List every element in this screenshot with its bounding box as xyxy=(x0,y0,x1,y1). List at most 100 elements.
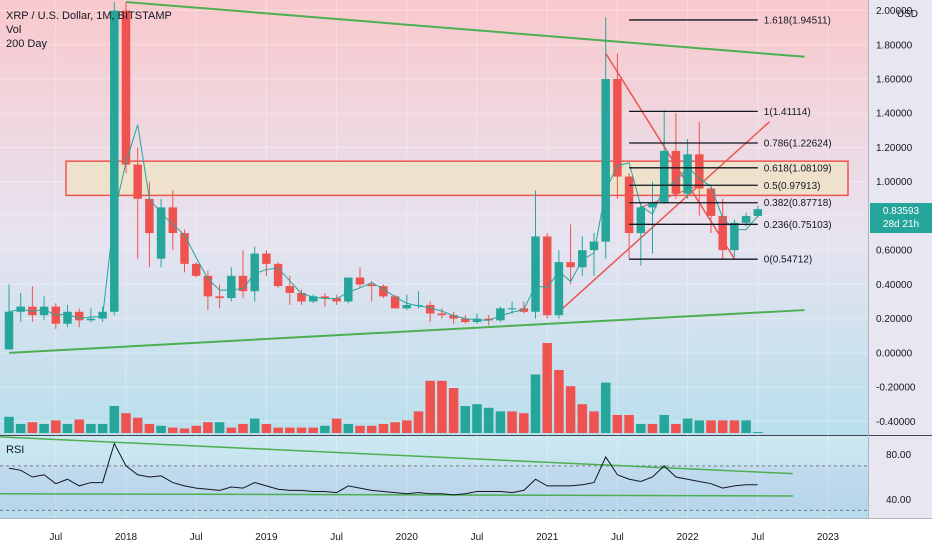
candle-body xyxy=(683,154,692,194)
volume-bar xyxy=(86,424,96,433)
volume-bar xyxy=(121,413,131,433)
volume-bar xyxy=(249,418,260,433)
volume-bar xyxy=(717,420,728,433)
volume-bar xyxy=(425,380,435,433)
candle-body xyxy=(425,304,435,314)
fib-level-label: 0.236(0.75103) xyxy=(764,220,832,231)
x-tick-label: Jul xyxy=(49,532,62,543)
volume-bar xyxy=(355,425,365,433)
resistance-zone xyxy=(65,160,849,197)
candle-body xyxy=(613,79,622,177)
volume-bar xyxy=(483,407,494,433)
candle-body xyxy=(262,253,271,264)
volume-bar xyxy=(671,424,681,433)
candle-body xyxy=(367,284,376,287)
candle-body xyxy=(285,286,295,293)
y-tick-label: 0.40000 xyxy=(876,280,913,291)
candle-body xyxy=(297,292,306,302)
candle-body xyxy=(379,286,388,297)
candle-body xyxy=(414,304,423,306)
volume-bar xyxy=(238,424,248,433)
volume-bar xyxy=(203,422,213,433)
volume-bar xyxy=(448,388,459,433)
candle-body xyxy=(355,277,365,285)
candle-body xyxy=(484,318,493,321)
volume-bar xyxy=(530,374,541,433)
x-tick-label: Jul xyxy=(611,532,624,543)
candle-body xyxy=(531,236,540,312)
volume-bar xyxy=(226,427,237,433)
volume-bar xyxy=(741,420,751,433)
volume-bar xyxy=(144,424,155,433)
candle-body xyxy=(753,209,763,216)
x-tick-label: 2020 xyxy=(396,532,419,543)
candle-body xyxy=(203,275,213,297)
y-tick-label: 1.00000 xyxy=(876,177,913,188)
x-tick-label: Jul xyxy=(751,532,764,543)
y-tick-label: 1.20000 xyxy=(876,143,913,154)
volume-bar xyxy=(600,382,611,433)
candle-body xyxy=(121,10,131,165)
volume-bar xyxy=(261,424,272,433)
volume-bar xyxy=(366,425,377,433)
x-tick-label: 2022 xyxy=(676,532,699,543)
rsi-tick-label: 80.00 xyxy=(886,450,911,461)
x-tick-label: Jul xyxy=(471,532,484,543)
ma-indicator-label[interactable]: 200 Day xyxy=(6,38,47,50)
candle-body xyxy=(730,222,739,251)
volume-bar xyxy=(694,420,705,433)
rsi-label[interactable]: RSI xyxy=(6,444,25,456)
candle-body xyxy=(344,277,353,302)
candle-body xyxy=(507,308,517,310)
candle-body xyxy=(648,202,657,208)
fib-level-label: 0(0.54712) xyxy=(764,255,812,266)
y-tick-label: 1.40000 xyxy=(876,109,913,120)
candle-body xyxy=(238,275,248,292)
rsi-tick-label: 40.00 xyxy=(886,495,911,506)
candle-body xyxy=(461,318,470,323)
candle-body xyxy=(191,263,201,276)
candle-body xyxy=(578,250,587,268)
volume-bar xyxy=(437,380,447,433)
volume-bar xyxy=(191,425,201,433)
volume-bar xyxy=(402,420,412,433)
candle-body xyxy=(718,215,727,251)
volume-bar xyxy=(156,425,166,433)
candle-body xyxy=(332,298,341,302)
volume-bar xyxy=(612,415,623,433)
y-tick-label: -0.20000 xyxy=(876,383,916,394)
y-tick-label: 2.00000 xyxy=(876,6,913,17)
volume-bar xyxy=(390,422,400,433)
candle-body xyxy=(63,311,72,324)
candle-body xyxy=(180,233,189,264)
volume-bar xyxy=(706,420,716,433)
candle-body xyxy=(566,262,575,268)
chart-title[interactable]: XRP / U.S. Dollar, 1M, BITSTAMP xyxy=(6,10,172,22)
volume-bar xyxy=(542,343,552,433)
volume-bar xyxy=(132,417,143,433)
rsi-band xyxy=(0,465,868,511)
candle-body xyxy=(496,308,505,321)
candle-body xyxy=(110,10,119,312)
currency-label[interactable]: USD xyxy=(896,9,918,20)
volume-bar xyxy=(51,420,61,433)
fib-level-label: 1.618(1.94511) xyxy=(764,15,831,26)
candle-body xyxy=(636,207,646,234)
x-tick-label: 2023 xyxy=(817,532,840,543)
y-tick-label: 0.20000 xyxy=(876,314,913,325)
fib-level-label: 0.618(1.08109) xyxy=(764,163,832,174)
candle-body xyxy=(273,263,283,287)
candle-body xyxy=(695,154,704,189)
volume-bar xyxy=(296,427,307,433)
candle-body xyxy=(250,253,259,292)
volume-bar xyxy=(753,432,763,433)
x-tick-label: 2019 xyxy=(255,532,278,543)
volume-bar xyxy=(27,422,38,433)
candle-body xyxy=(741,215,751,223)
volume-bar xyxy=(168,427,178,433)
volume-indicator-label[interactable]: Vol xyxy=(6,24,22,36)
volume-bar xyxy=(378,424,389,433)
candle-body xyxy=(145,198,154,234)
rsi-pane-background xyxy=(0,436,868,518)
